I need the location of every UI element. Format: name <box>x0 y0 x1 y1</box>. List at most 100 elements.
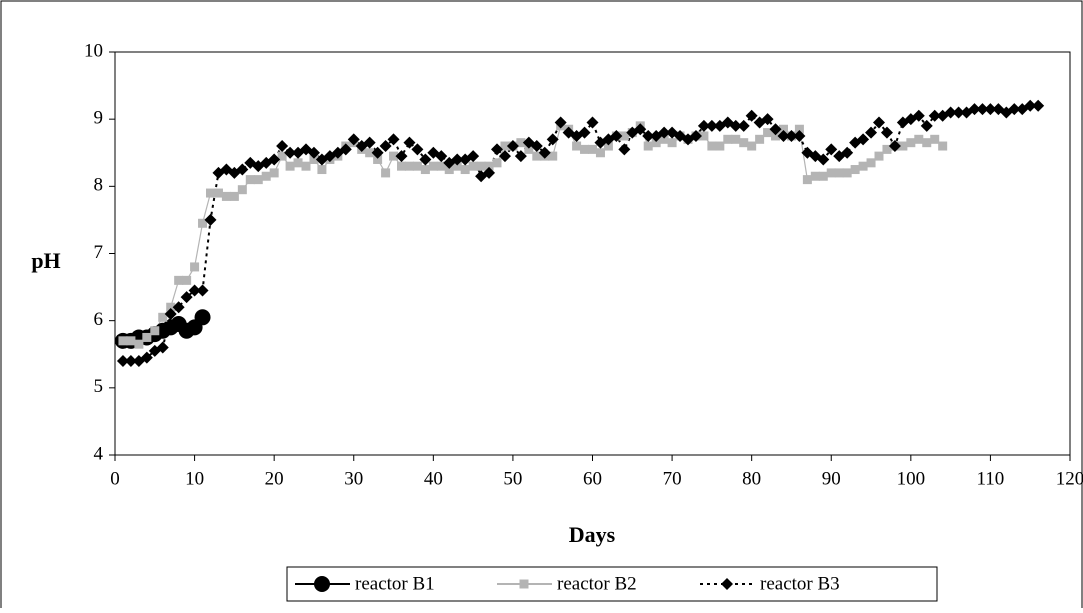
marker <box>610 129 623 142</box>
marker <box>285 161 295 171</box>
marker <box>530 140 543 153</box>
marker <box>476 161 486 171</box>
marker <box>699 131 709 141</box>
x-tick-label: 120 <box>1056 468 1083 489</box>
marker <box>793 129 806 142</box>
marker <box>747 141 757 151</box>
marker <box>603 141 613 151</box>
marker <box>381 168 391 178</box>
marker <box>395 150 408 163</box>
marker <box>944 106 957 119</box>
marker <box>938 141 948 151</box>
marker <box>618 143 631 156</box>
marker <box>658 126 671 139</box>
y-tick-label: 9 <box>94 108 104 129</box>
x-tick-label: 40 <box>424 468 443 489</box>
marker <box>715 141 725 151</box>
marker <box>595 148 605 158</box>
legend-label: reactor B1 <box>355 573 435 594</box>
marker <box>301 161 311 171</box>
y-tick-label: 4 <box>94 443 104 464</box>
marker <box>483 166 496 179</box>
marker <box>912 109 925 122</box>
marker <box>387 133 400 146</box>
y-axis-title: pH <box>31 248 60 273</box>
marker <box>826 168 836 178</box>
marker <box>198 218 208 228</box>
marker <box>874 151 884 161</box>
marker <box>164 307 177 320</box>
marker <box>180 291 193 304</box>
marker <box>888 140 901 153</box>
marker <box>444 165 454 175</box>
marker <box>538 146 551 159</box>
marker <box>810 171 820 181</box>
marker <box>206 188 215 198</box>
marker <box>412 161 422 171</box>
marker <box>634 123 647 136</box>
marker <box>1008 103 1021 116</box>
marker <box>802 175 812 185</box>
marker <box>1032 99 1045 112</box>
marker <box>519 579 529 589</box>
marker <box>506 140 519 153</box>
legend-label: reactor B3 <box>760 573 840 594</box>
marker <box>554 116 567 129</box>
marker <box>188 284 201 297</box>
marker <box>307 146 320 159</box>
marker <box>419 153 432 166</box>
marker <box>914 134 924 144</box>
marker <box>524 144 534 154</box>
marker <box>721 578 733 590</box>
marker <box>150 326 160 336</box>
marker <box>491 143 503 156</box>
marker <box>866 158 876 168</box>
marker <box>572 141 582 151</box>
marker <box>435 150 448 163</box>
marker <box>460 165 470 175</box>
marker <box>928 109 941 122</box>
marker <box>452 161 462 171</box>
marker <box>468 161 478 171</box>
marker <box>196 284 209 297</box>
marker <box>580 144 590 154</box>
x-tick-label: 60 <box>583 468 602 489</box>
marker <box>818 171 828 181</box>
marker <box>428 161 438 171</box>
plot-area <box>114 51 1071 456</box>
marker <box>118 336 128 346</box>
marker <box>834 168 844 178</box>
marker <box>729 119 742 132</box>
marker <box>705 119 718 132</box>
marker <box>755 134 765 144</box>
marker <box>745 109 758 122</box>
marker <box>785 129 798 142</box>
marker <box>293 158 303 168</box>
legend-box <box>286 566 938 602</box>
marker <box>245 175 255 185</box>
legend-label: reactor B2 <box>557 573 637 594</box>
marker <box>116 354 129 367</box>
marker <box>500 141 510 151</box>
marker <box>763 128 773 138</box>
marker <box>643 141 653 151</box>
y-tick-label: 8 <box>94 175 104 196</box>
marker <box>365 148 375 158</box>
y-tick-label: 5 <box>94 376 104 397</box>
marker <box>659 134 669 144</box>
marker <box>237 185 247 195</box>
marker <box>651 138 661 148</box>
marker <box>339 143 352 156</box>
marker <box>976 103 989 116</box>
marker <box>284 146 297 159</box>
marker <box>707 141 717 151</box>
marker <box>922 138 932 148</box>
marker <box>261 171 271 181</box>
marker <box>689 129 702 142</box>
marker <box>817 153 830 166</box>
marker <box>546 133 559 146</box>
x-tick-label: 70 <box>663 468 682 489</box>
marker <box>221 191 231 201</box>
marker <box>548 151 558 161</box>
